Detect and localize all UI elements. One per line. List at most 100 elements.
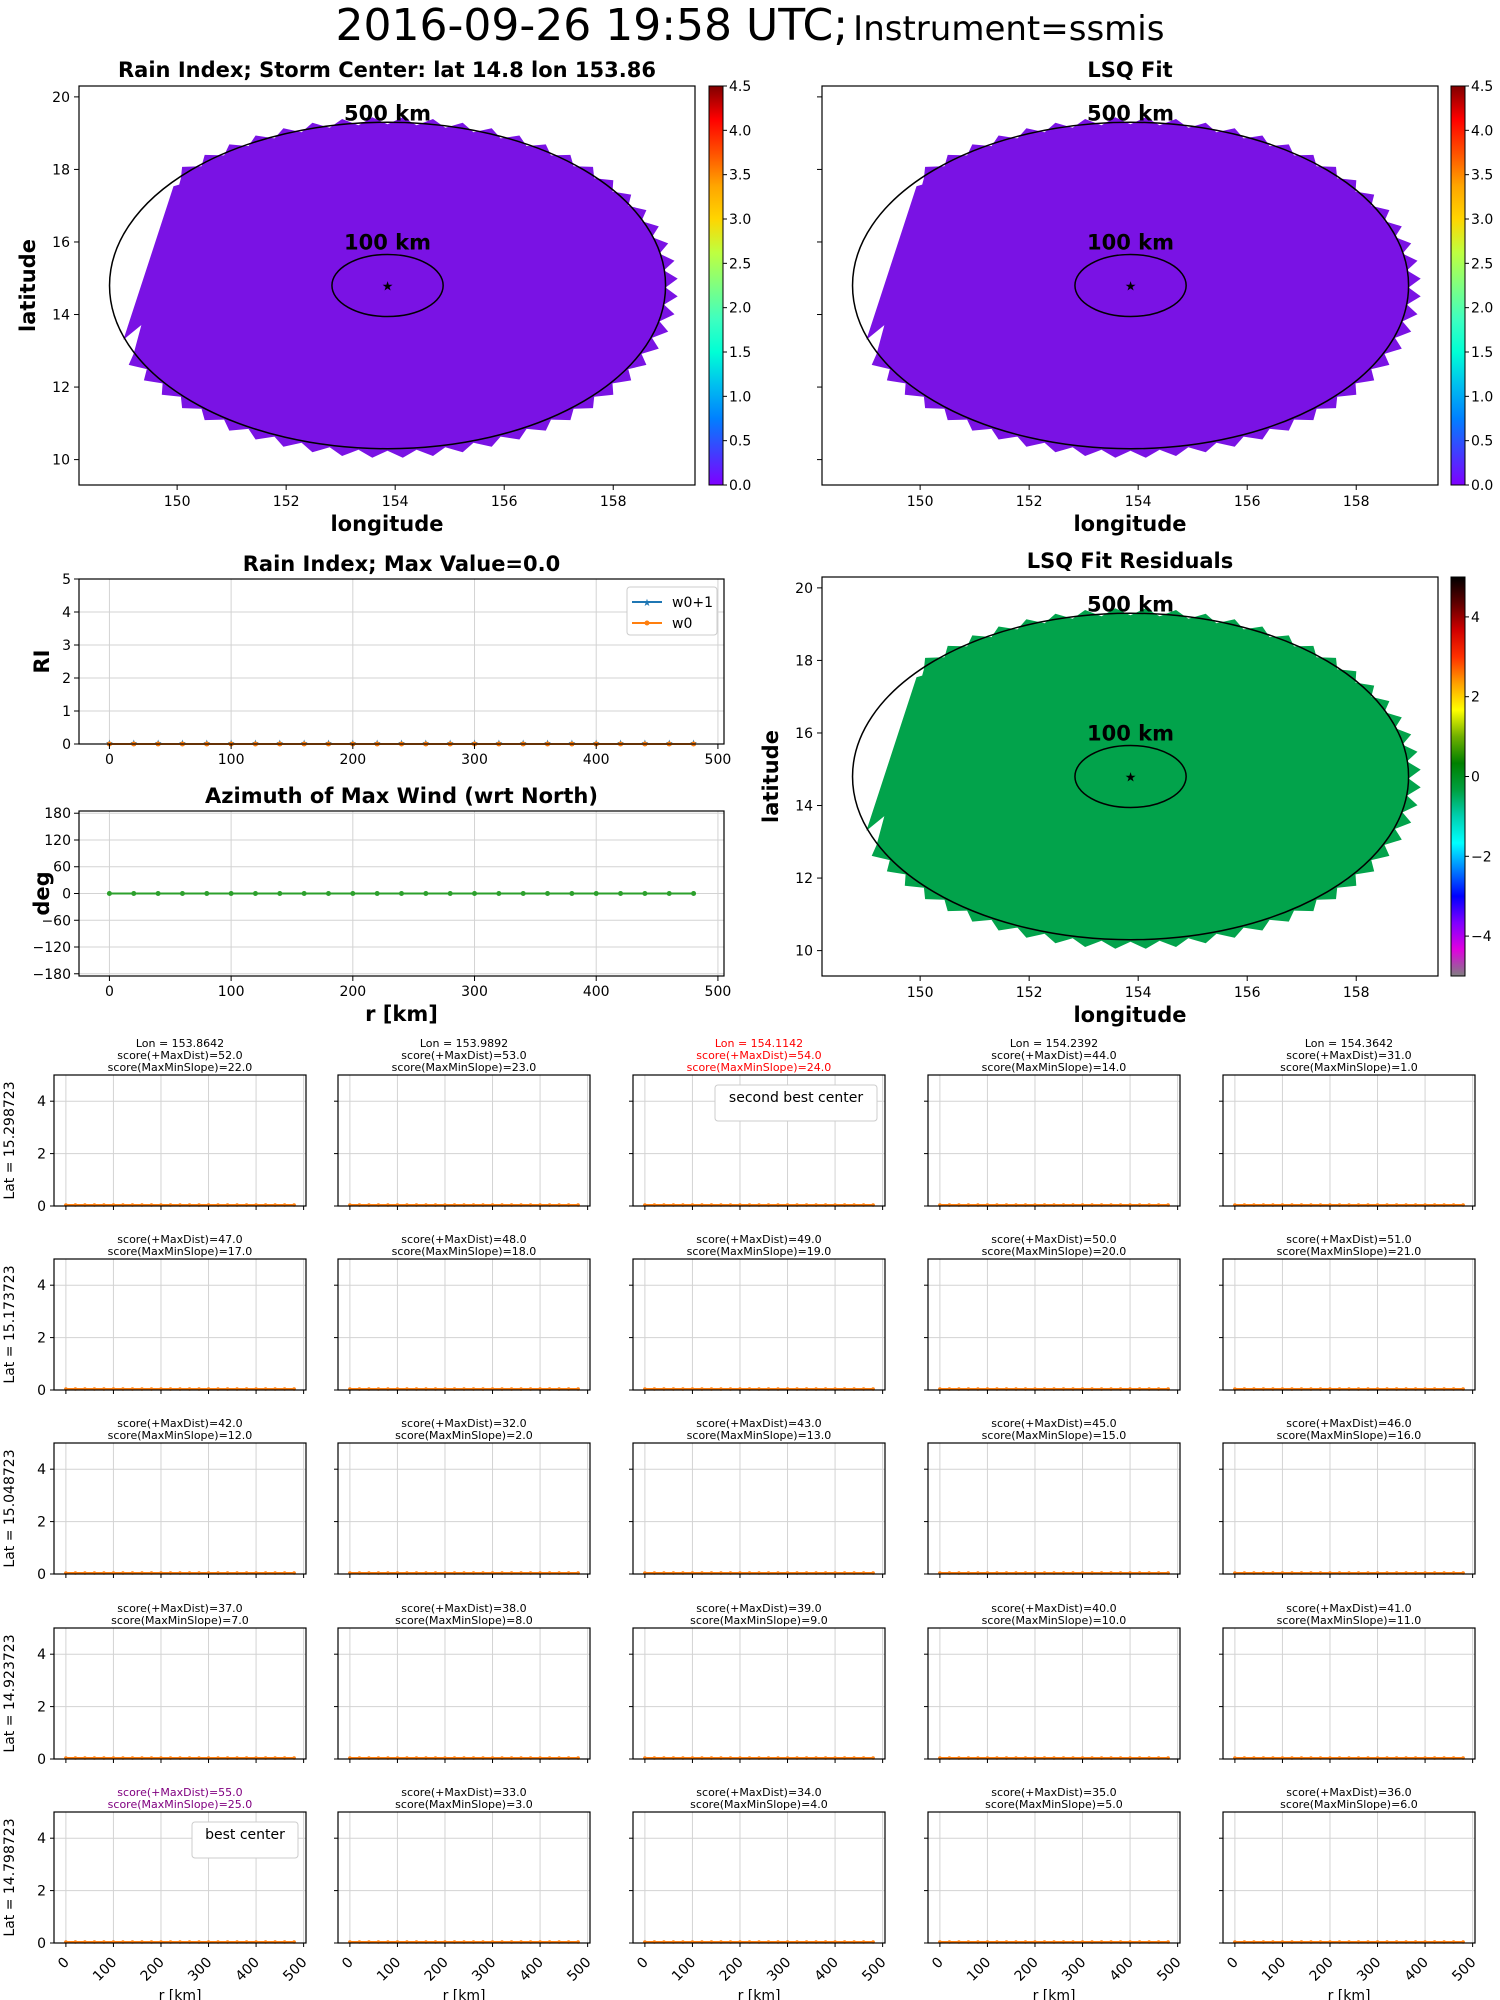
colorbar-tick-label: 3.5 <box>1471 168 1493 184</box>
cell-legend-box <box>191 1821 299 1859</box>
y-tick-label: 2 <box>37 1884 46 1900</box>
cell-frame <box>53 1442 307 1575</box>
series-marker-dot <box>155 891 161 896</box>
cell-frame <box>632 1074 886 1207</box>
cell-title-line: score(MaxMinSlope)=16.0 <box>1277 1429 1422 1442</box>
x-tick-label: 158 <box>600 494 627 510</box>
y-tick-label: 4 <box>37 1647 46 1663</box>
x-tick-label: 100 <box>218 984 245 1000</box>
x-tick-label: 100 <box>964 1955 994 1985</box>
cell-title-line: score(+MaxDist)=48.0 <box>401 1233 526 1246</box>
colorbar-tick-label: 2.0 <box>1471 301 1493 317</box>
x-tick-label: 300 <box>469 1955 499 1985</box>
cell-frame <box>337 1811 591 1944</box>
ring-500km-label: 500 km <box>1087 101 1174 125</box>
cell-title-line: Lon = 154.1142 <box>715 1037 803 1050</box>
cell-frame <box>632 1627 886 1760</box>
x-tick-label: 400 <box>233 1955 263 1985</box>
cell-title-line: Lon = 154.3642 <box>1305 1037 1393 1050</box>
cell-title-line: score(MaxMinSlope)=14.0 <box>982 1061 1127 1074</box>
cell-title-line: score(MaxMinSlope)=10.0 <box>982 1614 1127 1627</box>
cell-title-line: score(+MaxDist)=43.0 <box>696 1417 821 1430</box>
cell-title-line: score(MaxMinSlope)=3.0 <box>395 1798 533 1811</box>
map-panel-lsq_fit_map: LSQ Fit 500 km 100 km ★ 150 152 154 156 158 longi… <box>817 58 1493 536</box>
cell-title-line: score(+MaxDist)=37.0 <box>117 1602 242 1615</box>
cell-title-line: score(MaxMinSlope)=19.0 <box>687 1245 832 1258</box>
cell-frame <box>1222 1811 1476 1944</box>
cell-title-line: score(+MaxDist)=38.0 <box>401 1602 526 1615</box>
y-tick-label: 0 <box>62 737 71 753</box>
cell-legend-label: second best center <box>729 1090 863 1106</box>
y-tick-label: 4 <box>37 1278 46 1294</box>
y-tick-label: 4 <box>37 1831 46 1847</box>
panel-frame <box>78 578 725 745</box>
map-panel-lsq_residuals_map: LSQ Fit Residuals 500 km 100 km ★ 150 152 154 1… <box>759 549 1492 1027</box>
series-marker-dot <box>350 891 356 896</box>
center-grid-cell: score(+MaxDist)=47.0score(MaxMinSlope)=1… <box>2 1233 307 1399</box>
center-grid-cell: score(+MaxDist)=36.0score(MaxMinSlope)=6… <box>1219 1786 1479 2000</box>
cell-title-line: score(+MaxDist)=34.0 <box>696 1786 821 1799</box>
cell-title-line: score(MaxMinSlope)=11.0 <box>1277 1614 1422 1627</box>
series-marker-dot <box>228 891 234 896</box>
colorbar-tick-label: 4.5 <box>1471 79 1493 95</box>
ring-100km-label: 100 km <box>1087 230 1174 254</box>
y-tick-label: 16 <box>795 726 813 742</box>
y-tick-label: 1 <box>62 704 71 720</box>
y-tick-label: 10 <box>795 944 813 960</box>
x-tick-label: 500 <box>705 984 732 1000</box>
x-tick-label: 0 <box>105 752 114 768</box>
figure-title-datetime: 2016-09-26 19:58 UTC; <box>335 0 849 51</box>
x-tick-label: 200 <box>1307 1955 1337 1985</box>
cell-title-line: score(+MaxDist)=36.0 <box>1286 1786 1411 1799</box>
cell-title-line: score(+MaxDist)=39.0 <box>696 1602 821 1615</box>
cell-title-line: score(+MaxDist)=41.0 <box>1286 1602 1411 1615</box>
center-grid-cell: score(+MaxDist)=41.0score(MaxMinSlope)=1… <box>1219 1602 1476 1763</box>
rain-swath-field <box>866 117 1421 458</box>
cell-title-line: score(MaxMinSlope)=8.0 <box>395 1614 533 1627</box>
row-lat-label: Lat = 15.173723 <box>2 1265 18 1383</box>
center-grid-cell: score(+MaxDist)=33.0score(MaxMinSlope)=3… <box>334 1786 594 2000</box>
x-tick-label: 100 <box>90 1955 120 1985</box>
cell-frame <box>632 1258 886 1391</box>
x-tick-label: 152 <box>1016 494 1043 510</box>
storm-center-star-icon: ★ <box>382 280 394 295</box>
colorbar-tick-label: 4 <box>1471 610 1480 626</box>
y-tick-label: −60 <box>41 913 71 929</box>
cell-frame <box>632 1442 886 1575</box>
colorbar-tick-label: 1.0 <box>1471 389 1493 405</box>
cell-frame <box>337 1074 591 1207</box>
y-tick-label: 180 <box>44 806 71 822</box>
colorbar-tick-label: 4.0 <box>729 123 751 139</box>
x-axis-label: r [km] <box>1328 1988 1371 2000</box>
y-tick-label: 4 <box>62 605 71 621</box>
center-grid-cell: Lon = 153.9892score(+MaxDist)=53.0score(… <box>334 1037 591 1210</box>
center-grid-cell: score(+MaxDist)=55.0score(MaxMinSlope)=2… <box>2 1786 310 2000</box>
cell-title-line: score(MaxMinSlope)=1.0 <box>1280 1061 1418 1074</box>
x-tick-label: 150 <box>907 985 934 1001</box>
center-grid-cell: score(+MaxDist)=38.0score(MaxMinSlope)=8… <box>334 1602 591 1763</box>
ring-500km <box>108 121 667 450</box>
y-tick-label: 20 <box>52 90 70 106</box>
series-marker-dot <box>131 891 137 896</box>
series-marker-dot <box>569 891 575 896</box>
map-title: Rain Index; Storm Center: lat 14.8 lon 1… <box>118 58 656 82</box>
cell-title-line: score(+MaxDist)=49.0 <box>696 1233 821 1246</box>
y-tick-label: 4 <box>37 1094 46 1110</box>
y-axis-label: latitude <box>16 239 40 332</box>
ring-500km-label: 500 km <box>344 101 431 125</box>
x-tick-label: 500 <box>1449 1955 1479 1985</box>
series-marker-dot <box>447 891 453 896</box>
colorbar-tick-label: 2.5 <box>729 256 751 272</box>
cell-title-line: score(MaxMinSlope)=25.0 <box>108 1798 253 1811</box>
x-tick-label: 400 <box>812 1955 842 1985</box>
series-marker-dot <box>399 891 404 896</box>
series-marker-dot <box>325 891 331 896</box>
colorbar-tick-label: 2 <box>1471 690 1480 706</box>
cell-frame <box>1222 1627 1476 1760</box>
x-tick-label: 0 <box>1224 1955 1242 1973</box>
x-tick-label: 400 <box>583 752 610 768</box>
x-axis-label: longitude <box>330 512 443 536</box>
cell-title-line: score(MaxMinSlope)=15.0 <box>982 1429 1127 1442</box>
x-tick-label: 400 <box>1402 1955 1432 1985</box>
center-grid-cell: score(+MaxDist)=42.0score(MaxMinSlope)=1… <box>2 1417 307 1583</box>
